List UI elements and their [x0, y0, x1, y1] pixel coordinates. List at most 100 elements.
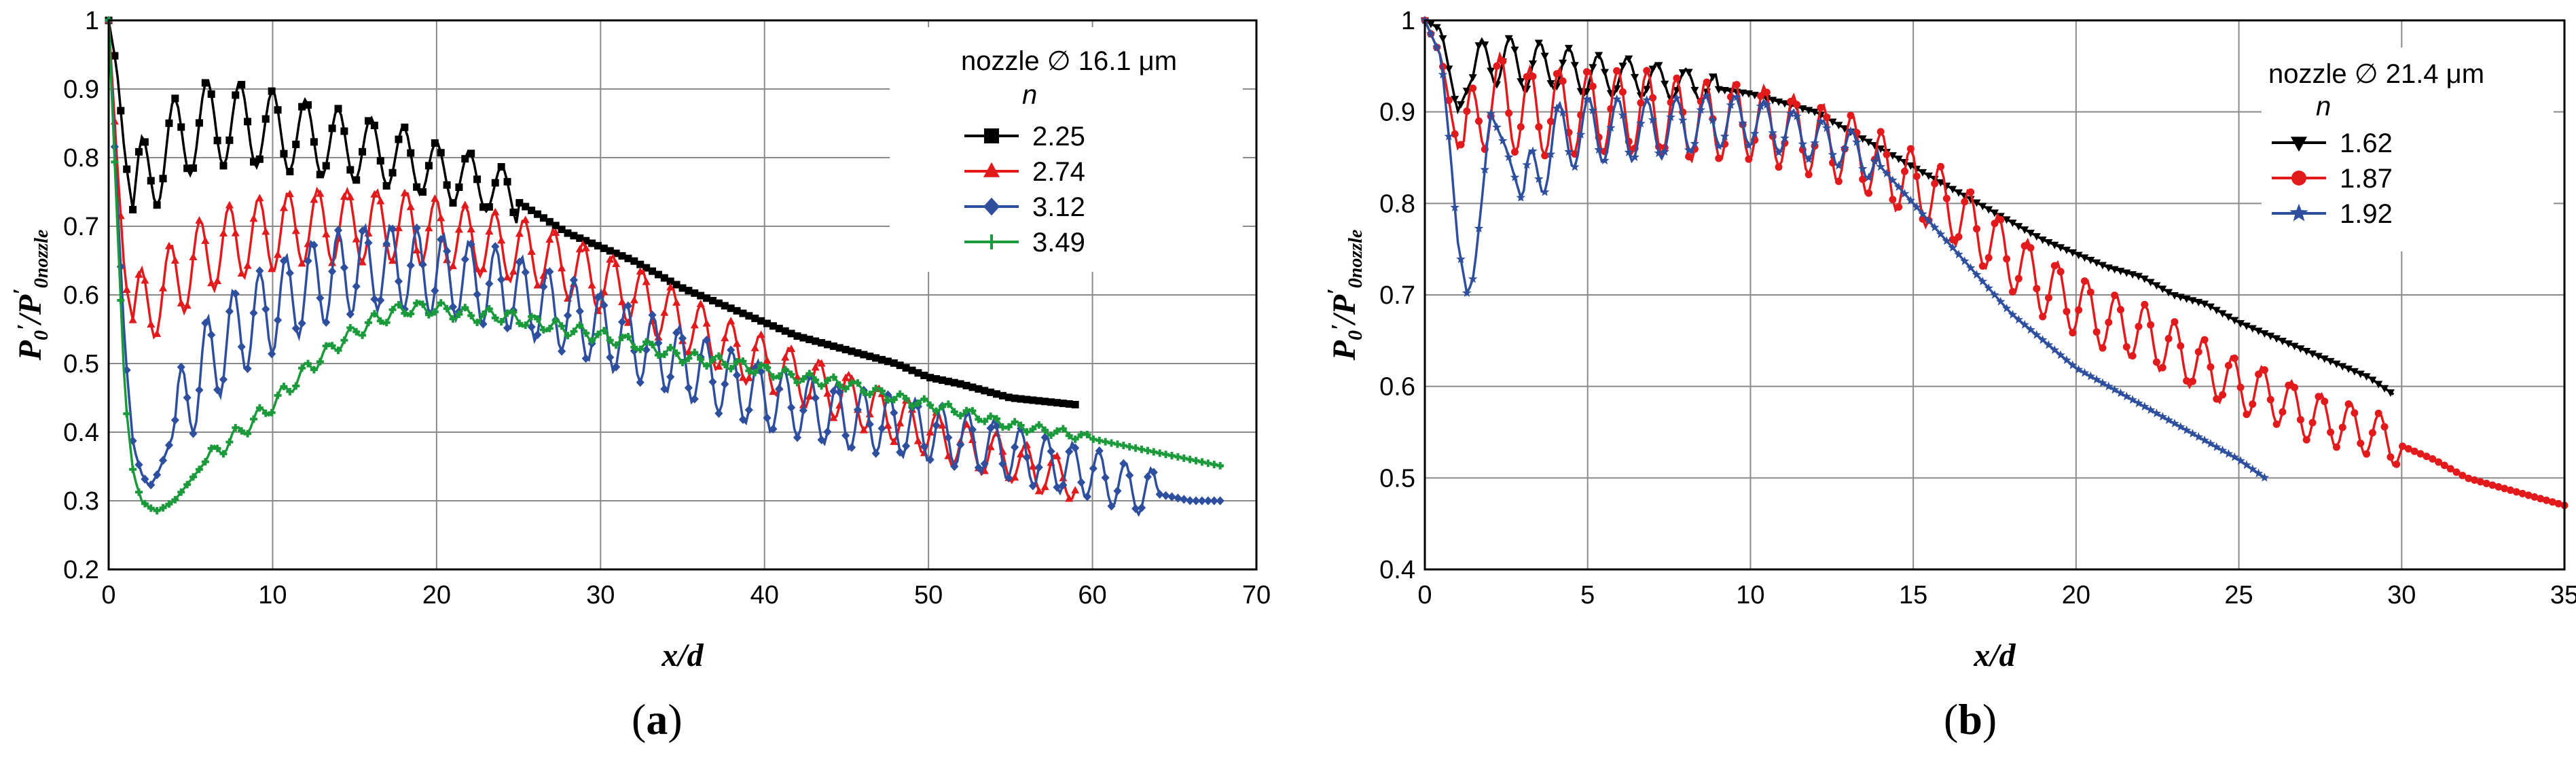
data-point [854, 349, 862, 357]
data-point [2074, 251, 2083, 260]
data-point [1918, 169, 1927, 177]
data-point [322, 162, 330, 170]
y-tick-labels: 0.2 0.3 0.4 0.5 0.6 0.7 0.8 0.9 1 [63, 7, 99, 584]
data-point [333, 226, 343, 235]
x-tick-label: 0 [101, 581, 115, 610]
data-point [733, 306, 741, 315]
data-point [1876, 128, 1885, 136]
data-point [1059, 480, 1068, 490]
data-point [606, 255, 615, 263]
data-point [2465, 474, 2473, 482]
data-point [2037, 335, 2048, 345]
data-point [2140, 275, 2149, 283]
data-point [1965, 263, 1976, 272]
data-point [2260, 330, 2269, 338]
data-point [691, 349, 699, 357]
data-point [147, 480, 156, 490]
data-point [588, 239, 596, 247]
data-point [237, 269, 246, 277]
data-point [237, 342, 246, 351]
data-point [316, 294, 325, 303]
data-point [1564, 45, 1574, 53]
data-point [1011, 394, 1019, 402]
data-point [1804, 154, 1813, 164]
series-3.49 [105, 16, 1224, 515]
data-point [2098, 378, 2107, 387]
data-point [382, 239, 391, 249]
data-point [727, 345, 736, 355]
data-point [159, 504, 167, 512]
series-1.87 [1421, 16, 2569, 510]
data-point [1023, 395, 1031, 404]
data-point [2134, 398, 2143, 408]
legend-swatch-marker [2289, 203, 2308, 222]
data-point [1582, 68, 1591, 76]
data-point [2440, 461, 2448, 470]
x-tick-label: 15 [1899, 581, 1927, 610]
data-point [660, 384, 669, 394]
data-point [1738, 118, 1747, 128]
data-point [255, 194, 264, 202]
data-point [1071, 400, 1079, 408]
data-point [769, 387, 778, 395]
data-point [1618, 63, 1627, 71]
data-point [1451, 130, 1459, 138]
data-point [1787, 97, 1795, 105]
data-point [134, 488, 143, 496]
data-point [1504, 35, 1513, 43]
data-point [2488, 481, 2497, 489]
data-point [612, 341, 620, 349]
data-point [1570, 62, 1579, 70]
data-point [334, 105, 342, 113]
data-point [1948, 243, 1957, 252]
data-point [244, 118, 252, 126]
data-point [304, 101, 312, 109]
data-point [2002, 216, 2011, 224]
data-point [437, 213, 446, 222]
data-point [515, 229, 524, 237]
y-tick-label: 0.9 [63, 75, 99, 104]
data-point [116, 262, 125, 272]
y-tick-label: 0.3 [63, 487, 99, 516]
data-point [1119, 459, 1128, 468]
data-point [950, 461, 959, 472]
data-point [1517, 78, 1525, 86]
data-point [2152, 282, 2161, 290]
data-point [1906, 162, 1915, 170]
data-point [2183, 376, 2191, 385]
data-point [1510, 172, 1520, 181]
data-point [134, 270, 143, 278]
data-point [1101, 473, 1110, 482]
data-point [660, 274, 668, 282]
data-point [654, 270, 662, 279]
data-point [2062, 247, 2071, 255]
data-point [1732, 92, 1741, 101]
data-point [763, 356, 772, 364]
data-point [2050, 262, 2058, 270]
data-point [581, 243, 590, 251]
data-point [2147, 321, 2155, 329]
data-point [1034, 463, 1043, 472]
data-point [1161, 491, 1170, 500]
data-point [418, 260, 427, 269]
x-tick-label: 25 [2224, 581, 2253, 610]
data-point [2302, 347, 2311, 355]
data-point [1834, 122, 1843, 130]
data-point [2374, 381, 2383, 389]
data-point [727, 304, 735, 313]
data-point [1203, 496, 1212, 506]
data-point [491, 207, 500, 215]
data-point [473, 319, 482, 327]
data-point [769, 322, 777, 330]
data-point [986, 423, 995, 433]
data-point [1535, 123, 1543, 131]
data-point [2242, 460, 2251, 470]
data-point [2158, 285, 2167, 294]
data-point [745, 367, 753, 375]
data-point [467, 239, 475, 249]
data-point [2495, 482, 2503, 491]
data-point [582, 329, 590, 337]
data-point [823, 340, 831, 349]
data-point [443, 246, 452, 256]
data-point [219, 162, 228, 170]
